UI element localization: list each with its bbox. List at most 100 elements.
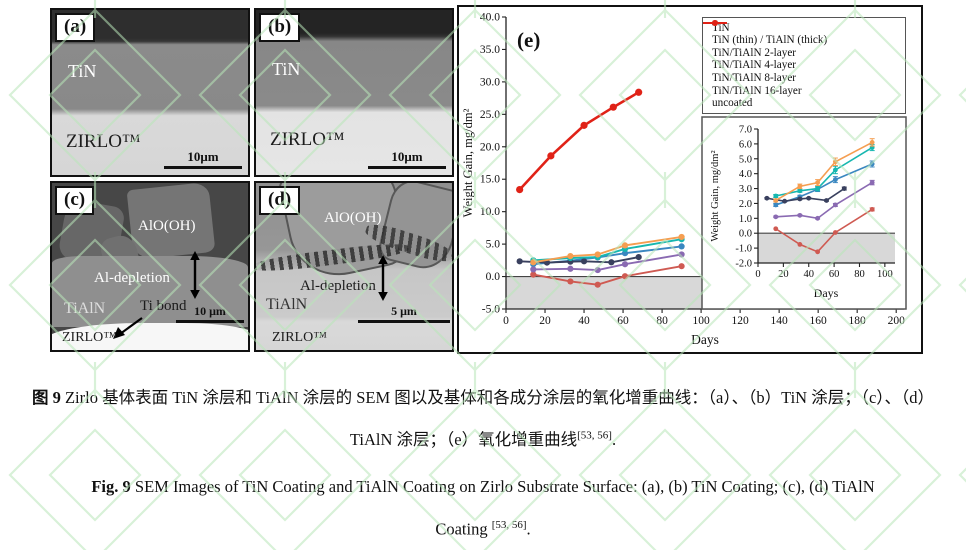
svg-text:20.0: 20.0 (480, 141, 500, 153)
depletion-label: Al-depletion (300, 278, 376, 294)
sem-panel-a: (a) TiN ZIRLO™ 10μm (50, 8, 250, 177)
legend-marker-icon (703, 20, 727, 26)
svg-text:160: 160 (810, 315, 828, 327)
scale-bar-line (358, 320, 450, 323)
scale-bar-line (368, 166, 446, 169)
oxide-label: AlO(OH) (324, 210, 382, 226)
svg-text:20: 20 (778, 269, 789, 280)
svg-text:140: 140 (771, 315, 789, 327)
panel-tag-a: (a) (55, 13, 96, 42)
inset-x-axis-title: Days (814, 286, 839, 300)
inset-y-axis-title: Weight Gain, mg/dm² (710, 150, 721, 241)
svg-text:20: 20 (539, 315, 551, 327)
svg-text:5.0: 5.0 (486, 239, 501, 251)
legend-label: TiN/TiAlN 4-layer (712, 59, 797, 72)
double-arrow-icon (378, 255, 388, 301)
scale-bar-line (164, 166, 242, 169)
svg-text:40: 40 (803, 269, 814, 280)
caption-en-text: SEM Images of TiN Coating and TiAlN Coat… (130, 477, 875, 496)
chart-legend: TiN TiN (thin) / TiAlN (thick) TiN/TiAlN 2… (702, 17, 906, 115)
svg-text:3.0: 3.0 (739, 184, 752, 195)
x-axis-title: Days (691, 332, 719, 347)
panel-tag-b: (b) (259, 13, 301, 42)
y-axis-title: Weight Gain, mg/dm² (461, 108, 475, 217)
legend-label: TiN (thin) / TiAlN (thick) (712, 34, 828, 47)
caption-zh-end: . (611, 430, 617, 449)
svg-text:120: 120 (731, 315, 749, 327)
svg-text:7.0: 7.0 (739, 125, 752, 136)
scale-label: 10 μm (194, 304, 226, 318)
legend-item: TiN/TiAlN 16-layer (703, 20, 899, 98)
oxidation-chart-frame: 0 20 40 60 80 100 120 140 160 180 200 -5.0 0.0 5.0 10.… (457, 5, 923, 354)
depletion-label: Al-depletion (94, 270, 170, 286)
svg-text:-5.0: -5.0 (482, 304, 500, 316)
svg-text:80: 80 (656, 315, 668, 327)
scale-bar: 10μm (164, 150, 242, 169)
svg-text:0.0: 0.0 (739, 229, 752, 240)
layer-label-tialn: TiAlN (266, 296, 308, 313)
scale-bar: 10 μm (176, 305, 244, 323)
legend-item: TiN (thin) / TiAlN (thick) (703, 20, 899, 48)
substrate-label-zirlo: ZIRLO™ (272, 330, 327, 345)
sem-panel-c: (c) AlO(OH) Al-depletion TiAlN Ti bond Z… (50, 181, 250, 352)
scale-label: 10μm (187, 149, 219, 164)
caption-zh-text: Zirlo 基体表面 TiN 涂层和 TiAlN 涂层的 SEM 图以及基体和各… (60, 388, 935, 407)
layer-label-tin: TiN (68, 61, 97, 81)
svg-text:40.0: 40.0 (480, 12, 500, 24)
svg-text:6.0: 6.0 (739, 139, 752, 150)
legend-label: TiN/TiAlN 16-layer (712, 84, 802, 97)
svg-text:-2.0: -2.0 (735, 259, 752, 270)
svg-text:0: 0 (503, 315, 509, 327)
svg-text:2.0: 2.0 (739, 199, 752, 210)
svg-text:4.0: 4.0 (739, 169, 752, 180)
scale-bar-line (176, 320, 244, 323)
svg-text:0: 0 (755, 269, 760, 280)
legend-label: TiN/TiAlN 2-layer (712, 46, 797, 59)
svg-text:100: 100 (692, 315, 710, 327)
oxide-label: AlO(OH) (138, 218, 196, 234)
caption-zh-refs: [53, 56] (577, 429, 612, 442)
legend-item: TiN/TiAlN 8-layer (703, 20, 899, 85)
svg-text:60: 60 (829, 269, 840, 280)
negative-region (758, 233, 895, 263)
legend-item: TiN/TiAlN 4-layer (703, 20, 899, 73)
caption-en-end: . (526, 519, 531, 539)
panel-tag-e: (e) (517, 28, 540, 52)
caption-zh-line1: 图 9 Zirlo 基体表面 TiN 涂层和 TiAlN 涂层的 SEM 图以及… (0, 384, 966, 408)
layer-label-tin: TiN (272, 59, 301, 79)
svg-text:80: 80 (854, 269, 865, 280)
svg-text:0.0: 0.0 (486, 271, 501, 283)
svg-text:15.0: 15.0 (480, 174, 500, 186)
layer-label-tialn: TiAlN (64, 300, 106, 317)
caption-zh-text2: TiAlN 涂层；（e）氧化增重曲线 (349, 430, 578, 449)
legend-label: uncoated (712, 97, 753, 110)
svg-text:60: 60 (617, 315, 629, 327)
scale-label: 5 μm (391, 304, 417, 318)
caption-en-text2: Coating (435, 519, 492, 539)
caption-en-line1: Fig. 9 SEM Images of TiN Coating and TiA… (0, 477, 966, 497)
svg-text:35.0: 35.0 (480, 44, 500, 56)
substrate-label-zirlo: ZIRLO™ (270, 129, 345, 150)
series-tin (530, 243, 685, 268)
svg-text:200: 200 (888, 315, 906, 327)
legend-item: uncoated (703, 20, 899, 111)
sem-panel-d: (d) AlO(OH) Al-depletion TiAlN ZIRLO™ 5 … (254, 181, 454, 352)
svg-text:100: 100 (877, 269, 893, 280)
legend-label: TiN/TiAlN 8-layer (712, 72, 797, 85)
caption-en-prefix: Fig. 9 (91, 477, 131, 496)
svg-text:25.0: 25.0 (480, 109, 500, 121)
substrate-label-zirlo: ZIRLO™ (66, 131, 141, 152)
legend-item: TiN (703, 20, 899, 35)
caption-zh-prefix: 图 9 (31, 388, 61, 407)
svg-text:30.0: 30.0 (480, 76, 500, 88)
legend-item: TiN/TiAlN 2-layer (703, 20, 899, 60)
svg-text:10.0: 10.0 (480, 206, 500, 218)
inset-plot-box (701, 116, 907, 310)
svg-text:180: 180 (849, 315, 867, 327)
caption-en-line2: Coating [53, 56]. (0, 519, 966, 540)
caption-en-refs: [53, 56] (491, 519, 527, 531)
scale-bar: 10μm (368, 150, 446, 169)
series-uncoated (516, 88, 643, 194)
scale-label: 10μm (391, 149, 423, 164)
